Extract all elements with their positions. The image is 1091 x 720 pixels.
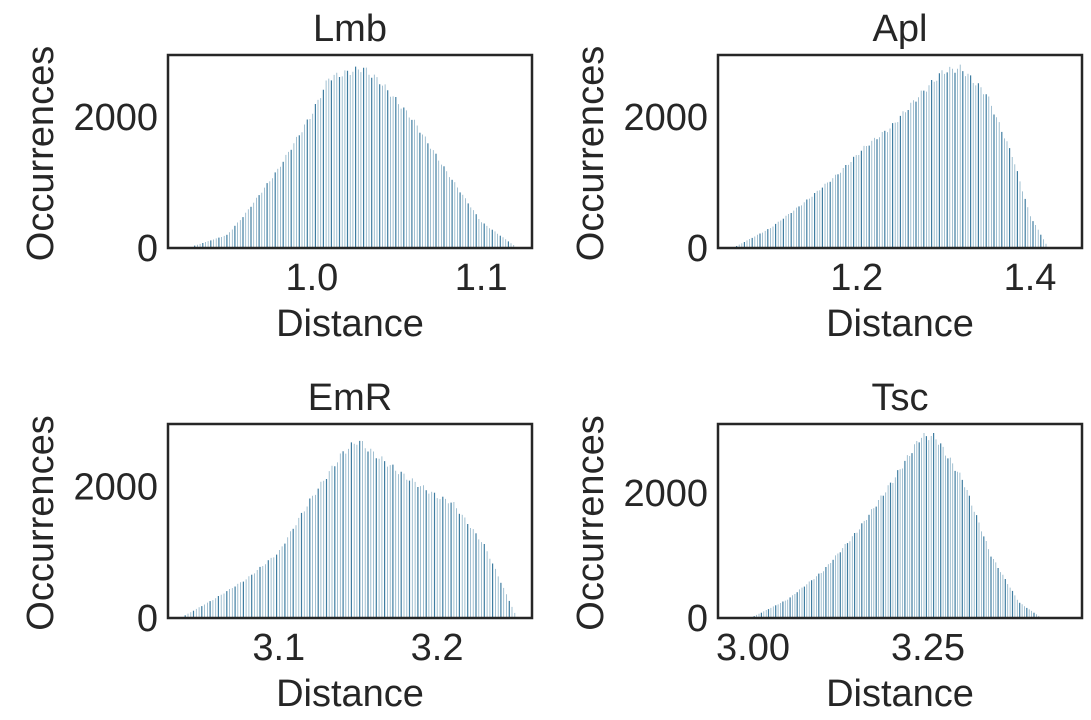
y-tick-label: 2000 <box>623 473 708 515</box>
subplot-apl: Apl 0 2000 1.2 1.4 Distance Occurrences <box>570 8 1084 345</box>
x-axis-label: Distance <box>826 673 974 715</box>
x-axis-label: Distance <box>276 303 424 345</box>
x-tick-label: 3.25 <box>891 627 965 669</box>
x-tick-label: 3.00 <box>716 627 790 669</box>
x-tick-label: 3.2 <box>411 627 464 669</box>
histogram-bars <box>735 64 1047 248</box>
y-axis-label: Occurrences <box>20 46 62 261</box>
y-tick-label: 0 <box>687 598 708 640</box>
subplot-title: EmR <box>308 377 392 419</box>
subplot-lmb: Lmb 0 2000 1.0 1.1 Distance Occurrences <box>20 8 534 345</box>
axes-frame <box>716 53 1084 250</box>
x-tick-label: 1.2 <box>830 257 883 299</box>
y-tick-label: 2000 <box>623 97 708 139</box>
y-axis-label: Occurrences <box>20 415 62 630</box>
subplot-title: Apl <box>873 8 928 50</box>
axes-frame <box>166 53 534 250</box>
histogram-bars <box>184 440 516 618</box>
axes-frame <box>716 422 1084 620</box>
subplot-title: Tsc <box>872 377 929 419</box>
x-tick-label: 1.4 <box>1004 257 1057 299</box>
x-axis-label: Distance <box>276 673 424 715</box>
y-tick-label: 0 <box>137 228 158 270</box>
x-tick-label: 1.0 <box>285 257 338 299</box>
axes-frame <box>166 422 534 620</box>
x-tick-label: 3.1 <box>252 627 305 669</box>
y-tick-label: 2000 <box>73 466 158 508</box>
y-tick-label: 2000 <box>73 97 158 139</box>
subplot-title: Lmb <box>313 8 387 50</box>
y-tick-label: 0 <box>687 228 708 270</box>
histogram-bars <box>753 433 1040 618</box>
y-axis-label: Occurrences <box>570 415 612 630</box>
y-tick-label: 0 <box>137 598 158 640</box>
histogram-bars <box>194 66 515 248</box>
x-axis-label: Distance <box>826 303 974 345</box>
x-tick-label: 1.1 <box>455 257 508 299</box>
y-axis-label: Occurrences <box>570 46 612 261</box>
